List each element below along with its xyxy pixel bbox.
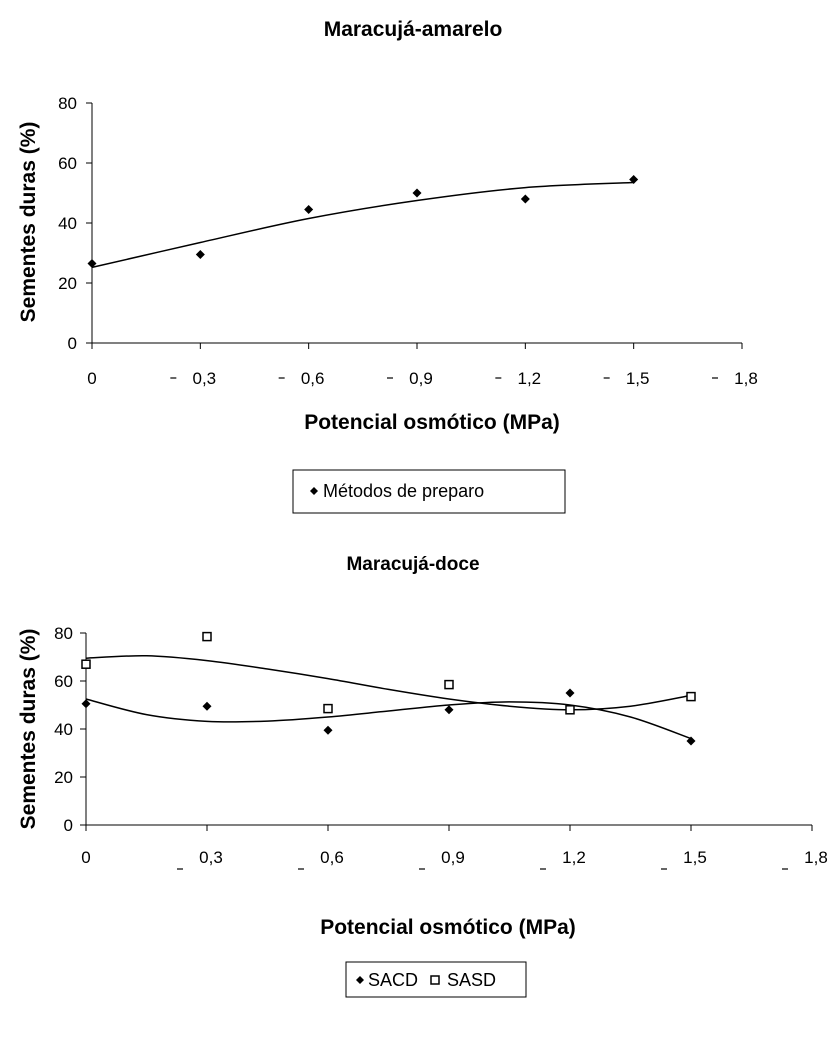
x-tick-label: 0,3 [193, 369, 217, 388]
chart-title: Maracujá-amarelo [324, 18, 503, 41]
y-tick-label: 40 [54, 720, 73, 739]
legend-marker-square-icon [431, 976, 439, 984]
x-tick-label: 0,6 [301, 369, 325, 388]
data-point [413, 189, 422, 198]
y-tick-label: 40 [58, 214, 77, 233]
x-tick-label: 1,5 [683, 848, 707, 867]
data-point [687, 693, 695, 701]
trendline-sasd [86, 656, 691, 710]
data-point [445, 705, 454, 714]
y-tick-label: 80 [54, 624, 73, 643]
data-point [203, 633, 211, 641]
y-tick-label: 0 [64, 816, 73, 835]
chart-marks [82, 633, 696, 746]
y-tick-label: 60 [54, 672, 73, 691]
y-tick-label: 20 [58, 274, 77, 293]
data-point [304, 205, 313, 214]
legend-label-sacd: SACD [368, 970, 418, 990]
y-axis-title: Sementes duras (%) [17, 122, 40, 323]
data-point [82, 660, 90, 668]
data-point [324, 705, 332, 713]
x-axis-title: Potencial osmótico (MPa) [320, 916, 576, 939]
x-tick-label: 1,8 [804, 848, 827, 867]
y-axis-title: Sementes duras (%) [17, 629, 40, 830]
trendline-sacd [86, 699, 691, 739]
x-tick-label: 0,9 [441, 848, 465, 867]
chart-title: Maracujá-doce [346, 554, 479, 575]
chart-maracuja-doce: Maracujá-doce Sementes duras (%) Potenci… [17, 554, 827, 997]
x-tick-label: 1,5 [626, 369, 650, 388]
x-tick-label: 0,3 [199, 848, 223, 867]
data-point [521, 195, 530, 204]
data-point [196, 250, 205, 259]
y-tick-label: 80 [58, 94, 77, 113]
x-tick-label: 0,9 [409, 369, 433, 388]
legend: Métodos de preparo [293, 470, 565, 513]
legend: SACD SASD [346, 962, 526, 997]
x-tick-label: 1,2 [562, 848, 586, 867]
data-point [566, 689, 575, 698]
y-tick-label: 60 [58, 154, 77, 173]
y-tick-label: 0 [68, 334, 77, 353]
chart-maracuja-amarelo: Maracujá-amarelo Sementes duras (%) Pote… [17, 18, 758, 513]
x-tick-label: 1,2 [518, 369, 542, 388]
x-tick-label: 0 [87, 369, 96, 388]
legend-label: Métodos de preparo [323, 481, 484, 501]
data-point [324, 726, 333, 735]
data-point [203, 702, 212, 711]
x-tick-label: 0,6 [320, 848, 344, 867]
data-point [445, 681, 453, 689]
x-tick-label: 0 [81, 848, 90, 867]
chart-marks [88, 175, 639, 268]
x-tick-label: 1,8 [734, 369, 758, 388]
data-point [82, 699, 91, 708]
x-axis-title: Potencial osmótico (MPa) [304, 411, 560, 434]
chart-axes: 0 20 40 60 80 0 0,3 0,6 0,9 1,2 1,5 1,8 [54, 624, 827, 869]
data-point [566, 706, 574, 714]
trendline-métodos-de-preparo [92, 183, 634, 268]
chart-axes: 0 20 40 60 80 0 0,3 0,6 0,9 1,2 1,5 1,8 [58, 94, 758, 388]
y-tick-label: 20 [54, 768, 73, 787]
legend-label-sasd: SASD [447, 970, 496, 990]
